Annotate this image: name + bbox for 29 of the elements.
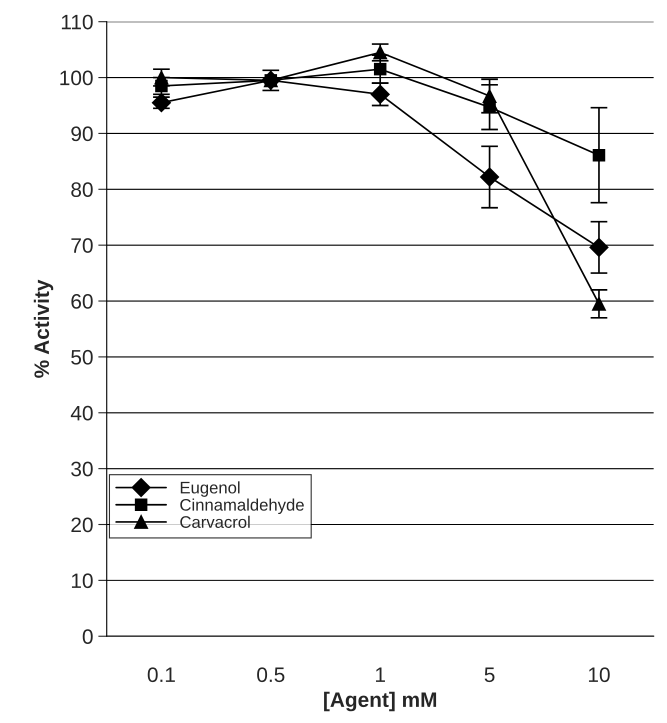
y-tick-label: 20: [71, 518, 93, 532]
point: [482, 89, 497, 103]
x-tick-label: 0.5: [257, 667, 284, 682]
y-tick-label: 50: [71, 350, 93, 365]
y-tick-label: 70: [71, 238, 93, 253]
point: [374, 62, 386, 76]
x-axis-title: [Agent] mM: [324, 692, 436, 712]
x-tick-label: 5: [484, 668, 494, 682]
legend-label: Cinnamaldehyde: [180, 498, 304, 514]
y-tick-label: 10: [72, 573, 93, 588]
x-tick-label: 10: [588, 667, 610, 682]
legend-label: Carvacrol: [180, 516, 250, 528]
y-axis-title: % Activity: [34, 280, 54, 378]
x-tick-label: 0.1: [148, 667, 175, 682]
x-tick-label: 1: [376, 668, 385, 682]
legend-label: Eugenol: [180, 481, 240, 497]
point: [592, 148, 606, 162]
y-tick-label: 80: [71, 182, 93, 198]
point: [592, 296, 606, 311]
y-tick-label: 40: [70, 406, 93, 421]
y-tick-label: 90: [71, 126, 93, 142]
point: [152, 93, 171, 112]
y-tick-label: 0: [82, 629, 93, 644]
y-tick-label: 30: [71, 462, 93, 476]
point: [589, 238, 608, 257]
y-tick-label: 100: [60, 70, 93, 86]
y-tick-label: 110: [62, 14, 93, 30]
point: [480, 167, 500, 187]
y-tick-label: 60: [71, 294, 93, 309]
